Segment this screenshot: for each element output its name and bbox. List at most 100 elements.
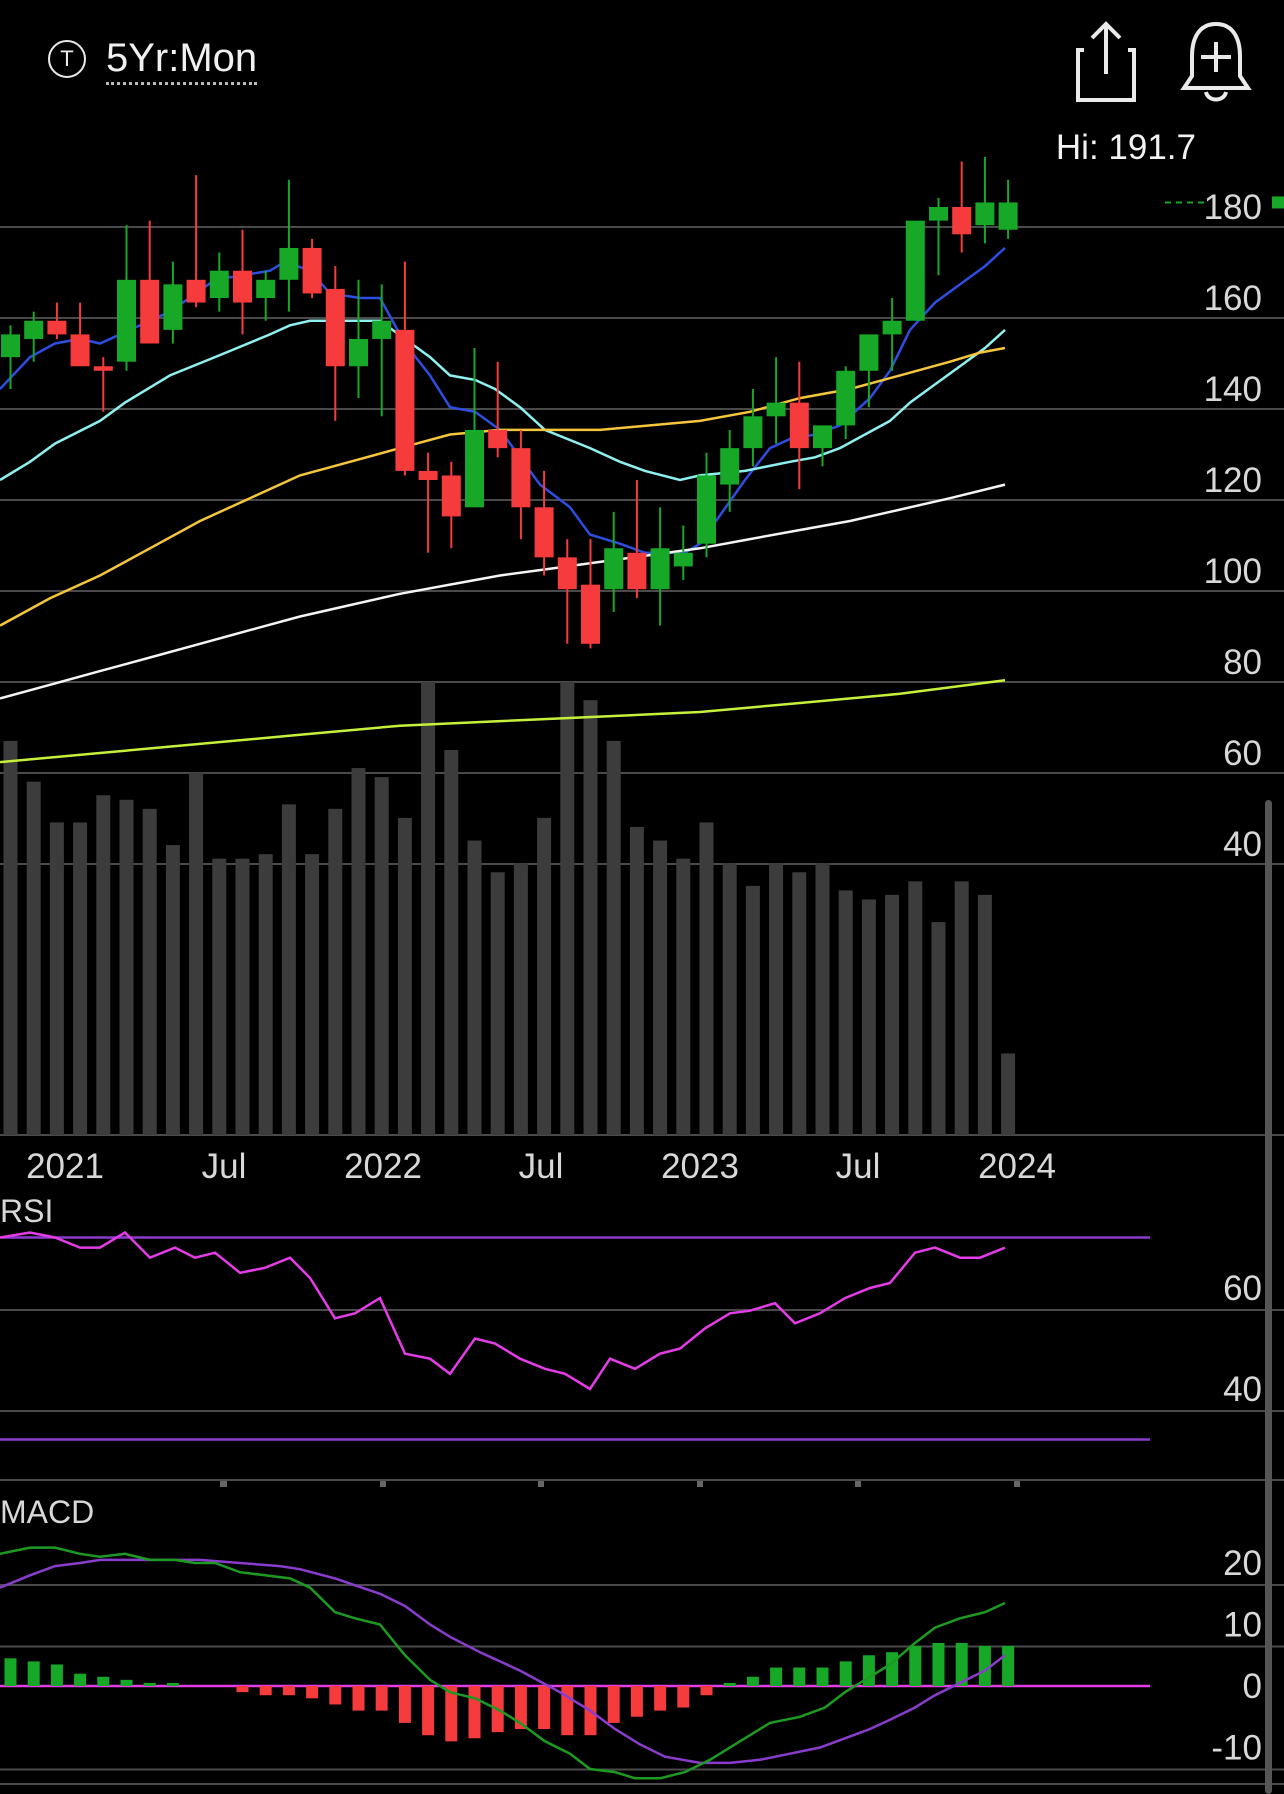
- candle-body: [233, 270, 252, 303]
- macd-histogram-bar: [700, 1686, 713, 1696]
- candle-body: [859, 334, 879, 371]
- volume-bar: [629, 826, 644, 1135]
- macd-histogram-bar: [4, 1658, 17, 1686]
- volume-bar: [142, 808, 157, 1135]
- candle-body: [743, 416, 763, 449]
- volume-bar: [490, 872, 505, 1135]
- macd-histogram-bar: [793, 1667, 806, 1686]
- candle-body: [789, 402, 809, 449]
- macd-histogram-bar: [746, 1676, 759, 1686]
- candle-body: [24, 320, 44, 339]
- macd-histogram-bar: [97, 1676, 110, 1686]
- candle-body: [604, 548, 624, 590]
- candle-body: [720, 448, 740, 485]
- share-icon[interactable]: [1074, 18, 1138, 104]
- tick-mark: [697, 1481, 703, 1487]
- macd-histogram-bar: [282, 1686, 295, 1696]
- volume-bars: [3, 682, 1016, 1135]
- macd-histogram-bar: [50, 1664, 63, 1686]
- volume-bar: [374, 777, 389, 1135]
- volume-bar: [745, 885, 760, 1135]
- time-tick-label: 2023: [661, 1147, 739, 1186]
- macd-tick-label: 0: [1243, 1667, 1262, 1706]
- candle-body: [418, 470, 438, 480]
- macd-histogram-bar: [770, 1667, 783, 1686]
- volume-bar: [861, 899, 876, 1135]
- macd-histogram-bar: [143, 1682, 156, 1686]
- volume-bar: [444, 749, 459, 1135]
- volume-bar: [977, 894, 992, 1135]
- scrollbar[interactable]: [1265, 800, 1272, 1794]
- ma-lime-line: [0, 678, 1006, 764]
- candle-body: [534, 507, 554, 558]
- macd-histogram-bar: [398, 1686, 411, 1723]
- macd-histogram-bar: [1002, 1646, 1015, 1686]
- macd-histogram-bar: [538, 1686, 551, 1730]
- candle-body: [1, 334, 20, 358]
- volume-bar: [606, 740, 621, 1135]
- rsi-line: [0, 1230, 1006, 1391]
- candle-body: [302, 247, 322, 294]
- time-axis: 2021 Jul 2022 Jul 2023 Jul 2024: [26, 1147, 1056, 1186]
- volume-bar: [235, 858, 250, 1135]
- macd-line: [0, 1546, 1006, 1780]
- high-label: Hi: 191.7: [1055, 128, 1196, 167]
- candles: [1, 156, 1284, 649]
- macd-histogram-bar: [166, 1682, 179, 1686]
- price-tick-label: 40: [1223, 825, 1262, 864]
- volume-bar: [885, 894, 900, 1135]
- macd-tick-label: -10: [1211, 1729, 1262, 1768]
- price-tick-label: 80: [1223, 643, 1262, 682]
- rsi-title: RSI: [0, 1193, 53, 1229]
- volume-bar: [328, 808, 343, 1135]
- candle-body: [372, 320, 392, 339]
- candle-body: [581, 584, 600, 644]
- bell-plus-icon[interactable]: [1178, 18, 1254, 104]
- macd-histogram-bar: [352, 1686, 365, 1711]
- candle-body: [952, 207, 972, 235]
- rsi-panel: RSI 60 40: [0, 1193, 1284, 1487]
- macd-histogram-bar: [259, 1686, 272, 1696]
- ma-cyan-line: [0, 319, 1006, 482]
- macd-signal-line: [0, 1558, 1006, 1765]
- volume-bar: [537, 817, 552, 1135]
- macd-histogram-bar: [514, 1686, 527, 1730]
- rsi-tick-label: 40: [1223, 1370, 1262, 1409]
- time-tick-label: Jul: [202, 1147, 247, 1186]
- volume-bar: [26, 781, 41, 1135]
- candle-body: [186, 279, 206, 303]
- tick-mark: [1014, 1481, 1020, 1487]
- volume-bar: [258, 854, 273, 1135]
- volume-bar: [281, 804, 296, 1135]
- ma-yellow-line: [0, 346, 1006, 627]
- macd-histogram-bar: [74, 1673, 87, 1686]
- top-bar: T 5Yr:Mon: [0, 0, 1284, 130]
- candle-body: [557, 557, 577, 590]
- macd-tick-label: 20: [1223, 1544, 1262, 1583]
- candle-body: [511, 448, 531, 508]
- price-tick-label: 140: [1204, 370, 1262, 409]
- price-tick-label: 180: [1204, 188, 1262, 227]
- price-tick-label: 120: [1204, 461, 1262, 500]
- tick-mark: [538, 1481, 544, 1487]
- moving-averages: [0, 246, 1006, 764]
- volume-bar: [3, 740, 18, 1135]
- range-selector[interactable]: 5Yr:Mon: [106, 34, 258, 85]
- symbol-icon[interactable]: T: [48, 40, 86, 78]
- volume-bar: [792, 872, 807, 1135]
- macd-histogram-bar: [909, 1646, 922, 1686]
- candle-body: [697, 475, 716, 544]
- macd-histogram-bar: [677, 1686, 690, 1708]
- volume-bar: [305, 854, 320, 1135]
- volume-bar: [49, 822, 64, 1135]
- macd-histogram-bar: [468, 1686, 481, 1739]
- candle-body: [441, 475, 461, 517]
- macd-histogram-bar: [236, 1686, 249, 1693]
- macd-histogram-bar: [607, 1686, 620, 1723]
- volume-bar: [96, 795, 111, 1135]
- tick-mark: [380, 1481, 386, 1487]
- volume-bar: [699, 822, 714, 1135]
- macd-histogram-bar: [630, 1686, 643, 1717]
- candle-body: [47, 320, 67, 335]
